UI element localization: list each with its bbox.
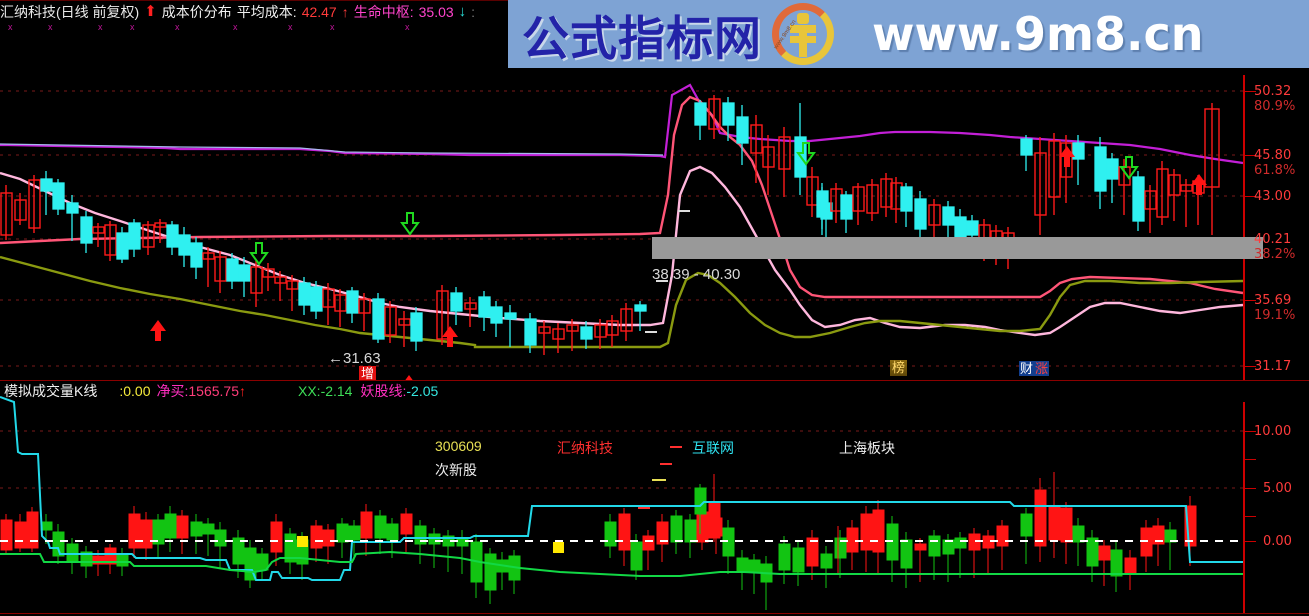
life-core-value: 35.03 [418, 4, 454, 20]
axis-range-band [1243, 237, 1263, 259]
price-axis[interactable]: 50.32 80.9% 45.80 61.8% 43.00 40.21 38.2… [1243, 75, 1309, 385]
sub-histogram-bars [0, 472, 1197, 610]
watermark-banner: 公式指标网 www.9m8.cn www.9m8.cn [508, 0, 1309, 68]
sector-shanghai-label[interactable]: 上海板块 [839, 440, 895, 456]
coin-logo-icon: www.9m8.cn [772, 3, 836, 65]
sim-volume-label[interactable]: 模拟成交量K线 [4, 383, 98, 399]
banner-url: www.9m8.cn [872, 7, 1204, 61]
net-buy-value: 1565.75 [188, 383, 239, 399]
price-axis-pct: 80.9% [1254, 99, 1296, 114]
sub-axis-label: 10.00 [1254, 424, 1292, 439]
net-buy-arrow-icon: ↑ [238, 383, 246, 399]
x-mark-icon: x [130, 22, 135, 32]
sub-grid-lines [0, 430, 1243, 489]
price-axis-pct: 19.1% [1254, 308, 1296, 323]
sub-plot-svg [0, 396, 1243, 610]
sim-volume-value: 0.00 [123, 383, 151, 399]
net-buy-label: 净买: [156, 383, 189, 399]
sub-axis-label: 5.00 [1263, 481, 1292, 496]
avg-cost-arrow-icon: ↑ [341, 4, 349, 20]
new-stock-tag[interactable]: 次新股 [435, 462, 477, 478]
x-mark-icon: x [330, 22, 335, 32]
green-step-line [0, 550, 1243, 577]
candlestick-series [0, 95, 1220, 355]
badge-bang[interactable]: 榜 [890, 360, 908, 376]
price-range-band [652, 237, 1243, 259]
ma-red-life-line [0, 95, 1244, 299]
price-tick-markers [645, 210, 690, 333]
x-mark-icon: x [405, 22, 410, 32]
x-mark-icon: x [288, 22, 293, 32]
sell-arrow-down-icon [249, 142, 1139, 266]
x-mark-icon: x [8, 22, 13, 32]
arrow-up-icon: ⬆ [144, 3, 157, 20]
badge-zhang: 涨 [1034, 361, 1050, 376]
badge-caizhang[interactable]: 财涨 [1019, 360, 1050, 378]
sub-axis-label: 0.00 [1263, 534, 1292, 549]
xx-label: XX: [297, 383, 321, 399]
sub-value-axis[interactable]: 10.00 5.00 0.00 [1243, 402, 1309, 614]
bottom-divider [0, 613, 1309, 614]
badge-cai: 财 [1019, 361, 1035, 376]
cost-distribution-label[interactable]: 成本价分布 [161, 4, 232, 20]
stock-code-label[interactable]: 300609 [435, 438, 482, 454]
instrument-title[interactable]: 汇纳科技(日线 前复权) [0, 4, 140, 20]
price-axis-label: 50.32 [1254, 84, 1292, 99]
low-price-marker-label: ←31.63 [328, 350, 381, 367]
price-axis-label: 40.21 [1254, 232, 1292, 247]
price-axis-label: 43.00 [1254, 189, 1292, 204]
price-range-label: 38.39 - 40.30 [652, 266, 741, 283]
panel-divider [0, 380, 1309, 381]
life-core-arrow-icon: ↓ [458, 3, 467, 20]
ma-blue-shadow-line [0, 143, 664, 156]
badge-zeng[interactable]: 增 [359, 366, 377, 381]
cyan-step-line [0, 396, 1243, 581]
price-axis-pct: 61.8% [1254, 163, 1296, 178]
life-core-label: 生命中枢: [353, 4, 414, 20]
ma-purple-line [0, 83, 1244, 165]
ma-olive-line [0, 255, 1244, 349]
price-plot-svg [0, 83, 1244, 405]
stock-name-label[interactable]: 汇纳科技 [557, 440, 613, 456]
main-price-chart[interactable]: 38.39 - 40.30 ←31.63 增 榜 财涨 [0, 75, 1244, 405]
sub-indicator-chart[interactable]: 300609 次新股 汇纳科技 互联网 上海板块 [0, 396, 1243, 614]
sim-volume-sep: : [119, 383, 124, 399]
avg-cost-label: 平均成本: [236, 4, 297, 20]
price-axis-pct: 38.2% [1254, 247, 1296, 262]
banner-site-name: 公式指标网 [522, 11, 762, 67]
price-axis-label: 45.80 [1254, 148, 1292, 163]
x-mark-icon: x [233, 22, 238, 32]
yaogu-line-label: 妖股线: [360, 383, 407, 399]
x-mark-icon: x [175, 22, 180, 32]
yellow-marker-icon [297, 536, 564, 553]
avg-cost-value: 42.47 [301, 4, 337, 20]
legend-dash-markers [638, 446, 682, 509]
price-axis-label: 35.69 [1254, 293, 1292, 308]
x-mark-icon: x [48, 22, 53, 32]
xx-value: -2.14 [320, 383, 353, 399]
sub-indicator-info-bar: 模拟成交量K线 : 0.00 净买: 1565.75 ↑ XX: -2.14 妖… [0, 381, 1309, 402]
topbar-tick-marks: x x x x x x x x x [0, 23, 500, 33]
yaogu-line-value: -2.05 [406, 383, 439, 399]
x-mark-icon: x [98, 22, 103, 32]
topbar-trailing: : [471, 4, 476, 20]
sector-internet-label[interactable]: 互联网 [692, 440, 734, 456]
price-axis-label: 31.17 [1254, 359, 1292, 374]
